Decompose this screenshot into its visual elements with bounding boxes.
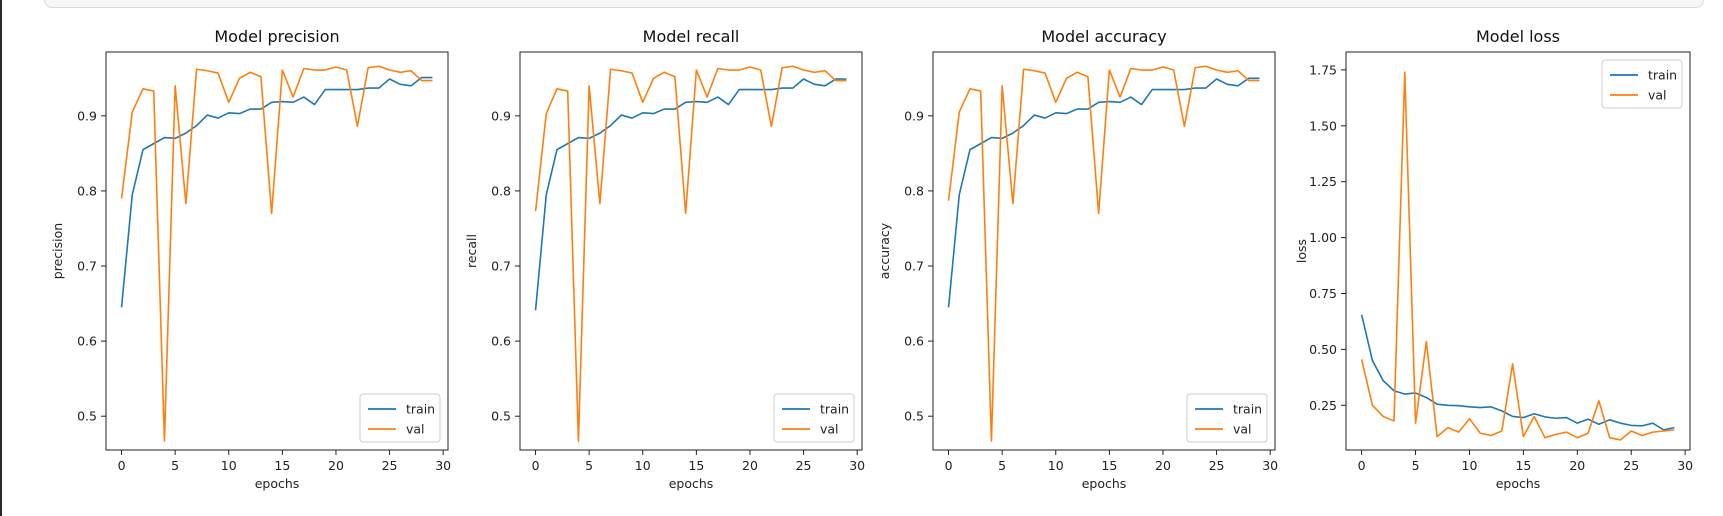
- x-tick-label: 25: [796, 458, 812, 473]
- series-train-line: [534, 78, 847, 311]
- legend-box: [1601, 59, 1683, 109]
- y-tick-label: 0.50: [1309, 342, 1337, 357]
- series-train-line: [947, 77, 1260, 308]
- x-tick-label: 30: [435, 458, 451, 473]
- window-edge: [0, 0, 2, 516]
- x-axis-label: epochs: [669, 476, 714, 491]
- x-tick-label: 10: [221, 458, 237, 473]
- x-tick-label: 20: [742, 458, 758, 473]
- chart-title: Model recall: [643, 27, 740, 46]
- plot-frame: [519, 51, 863, 451]
- y-tick-label: 0.25: [1309, 398, 1337, 413]
- y-axis-label: accuracy: [877, 222, 892, 279]
- x-tick-label: 20: [1155, 458, 1171, 473]
- legend: train val: [359, 393, 441, 443]
- y-tick-label: 1.50: [1309, 118, 1337, 133]
- x-tick-label: 5: [998, 458, 1006, 473]
- x-tick-label: 0: [945, 458, 953, 473]
- series-val-line: [120, 65, 433, 442]
- x-axis-label: epochs: [1082, 476, 1127, 491]
- legend-box: [359, 393, 441, 443]
- chart-model-accuracy: Model accuracy 0 5 10 15 20 25 30 0.5 0.6 0.7 0.8 0.…: [877, 27, 1278, 491]
- y-axis-label: loss: [1294, 239, 1309, 263]
- x-tick-label: 0: [532, 458, 540, 473]
- y-tick-label: 1.75: [1309, 62, 1337, 77]
- x-tick-label: 0: [118, 458, 126, 473]
- y-tick-label: 0.8: [77, 183, 97, 198]
- y-tick-label: 0.6: [904, 334, 924, 349]
- series-train-line: [120, 76, 433, 308]
- legend-val-label: val: [1233, 422, 1252, 437]
- y-tick-label: 0.7: [904, 259, 924, 274]
- x-tick-label: 5: [585, 458, 593, 473]
- chart-title: Model accuracy: [1041, 27, 1166, 46]
- legend-box: [773, 393, 855, 443]
- series-val-line: [947, 65, 1260, 442]
- legend-train-label: train: [820, 402, 849, 417]
- chart-title: Model loss: [1476, 27, 1560, 46]
- y-tick-label: 0.75: [1309, 286, 1337, 301]
- y-tick-label: 0.7: [77, 259, 97, 274]
- plot-frame: [1345, 51, 1691, 451]
- x-tick-label: 5: [1412, 458, 1420, 473]
- y-tick-label: 0.9: [491, 108, 511, 123]
- y-tick-label: 0.9: [77, 108, 97, 123]
- legend-box: [1186, 393, 1268, 443]
- y-tick-label: 0.5: [491, 409, 511, 424]
- legend-val-label: val: [1648, 88, 1667, 103]
- chart-title: Model precision: [214, 27, 339, 46]
- x-tick-label: 5: [171, 458, 179, 473]
- y-axis-label: precision: [50, 223, 65, 279]
- x-tick-label: 30: [1262, 458, 1278, 473]
- x-tick-label: 15: [1515, 458, 1531, 473]
- series-val-line: [1360, 71, 1675, 441]
- y-tick-label: 0.6: [77, 334, 97, 349]
- y-axis-label: recall: [464, 234, 479, 268]
- chart-model-loss: Model loss 0 5 10 15 20 25 30 0.25 0.50 0.75 1.00 1.…: [1294, 27, 1693, 491]
- x-tick-label: 10: [1462, 458, 1478, 473]
- legend-train-label: train: [406, 402, 435, 417]
- x-axis-label: epochs: [1496, 476, 1541, 491]
- plot-frame: [105, 51, 449, 451]
- legend-train-label: train: [1648, 68, 1677, 83]
- y-tick-label: 0.8: [491, 183, 511, 198]
- legend-train-label: train: [1233, 402, 1262, 417]
- legend: train val: [773, 393, 855, 443]
- y-tick-label: 1.00: [1309, 230, 1337, 245]
- plot-frame: [932, 51, 1276, 451]
- y-tick-label: 0.5: [904, 409, 924, 424]
- x-tick-label: 15: [1101, 458, 1117, 473]
- x-tick-label: 15: [274, 458, 290, 473]
- legend: train val: [1186, 393, 1268, 443]
- x-tick-label: 25: [1209, 458, 1225, 473]
- y-tick-label: 0.9: [904, 108, 924, 123]
- x-tick-label: 10: [1048, 458, 1064, 473]
- x-tick-label: 25: [1623, 458, 1639, 473]
- legend: train val: [1601, 59, 1683, 109]
- series-train-line: [1360, 314, 1675, 431]
- chart-model-recall: Model recall 0 5 10 15 20 25 30 0.5 0.6 0.7 0.8 0.9 e…: [464, 27, 865, 491]
- y-tick-label: 0.7: [491, 259, 511, 274]
- x-tick-label: 30: [849, 458, 865, 473]
- y-tick-label: 0.8: [904, 183, 924, 198]
- x-tick-label: 20: [1569, 458, 1585, 473]
- legend-val-label: val: [820, 422, 839, 437]
- y-tick-label: 0.6: [491, 334, 511, 349]
- y-tick-label: 0.5: [77, 409, 97, 424]
- x-tick-label: 30: [1677, 458, 1693, 473]
- x-tick-label: 25: [382, 458, 398, 473]
- x-tick-label: 20: [328, 458, 344, 473]
- x-axis-label: epochs: [255, 476, 300, 491]
- y-tick-label: 1.25: [1309, 174, 1337, 189]
- legend-val-label: val: [406, 422, 425, 437]
- x-tick-label: 10: [635, 458, 651, 473]
- series-val-line: [534, 65, 847, 442]
- x-tick-label: 0: [1358, 458, 1366, 473]
- chart-model-precision: Model precision 0 5 10 15 20 25 30 0.5 0.6 0.7 0.8 0…: [50, 27, 451, 491]
- x-tick-label: 15: [688, 458, 704, 473]
